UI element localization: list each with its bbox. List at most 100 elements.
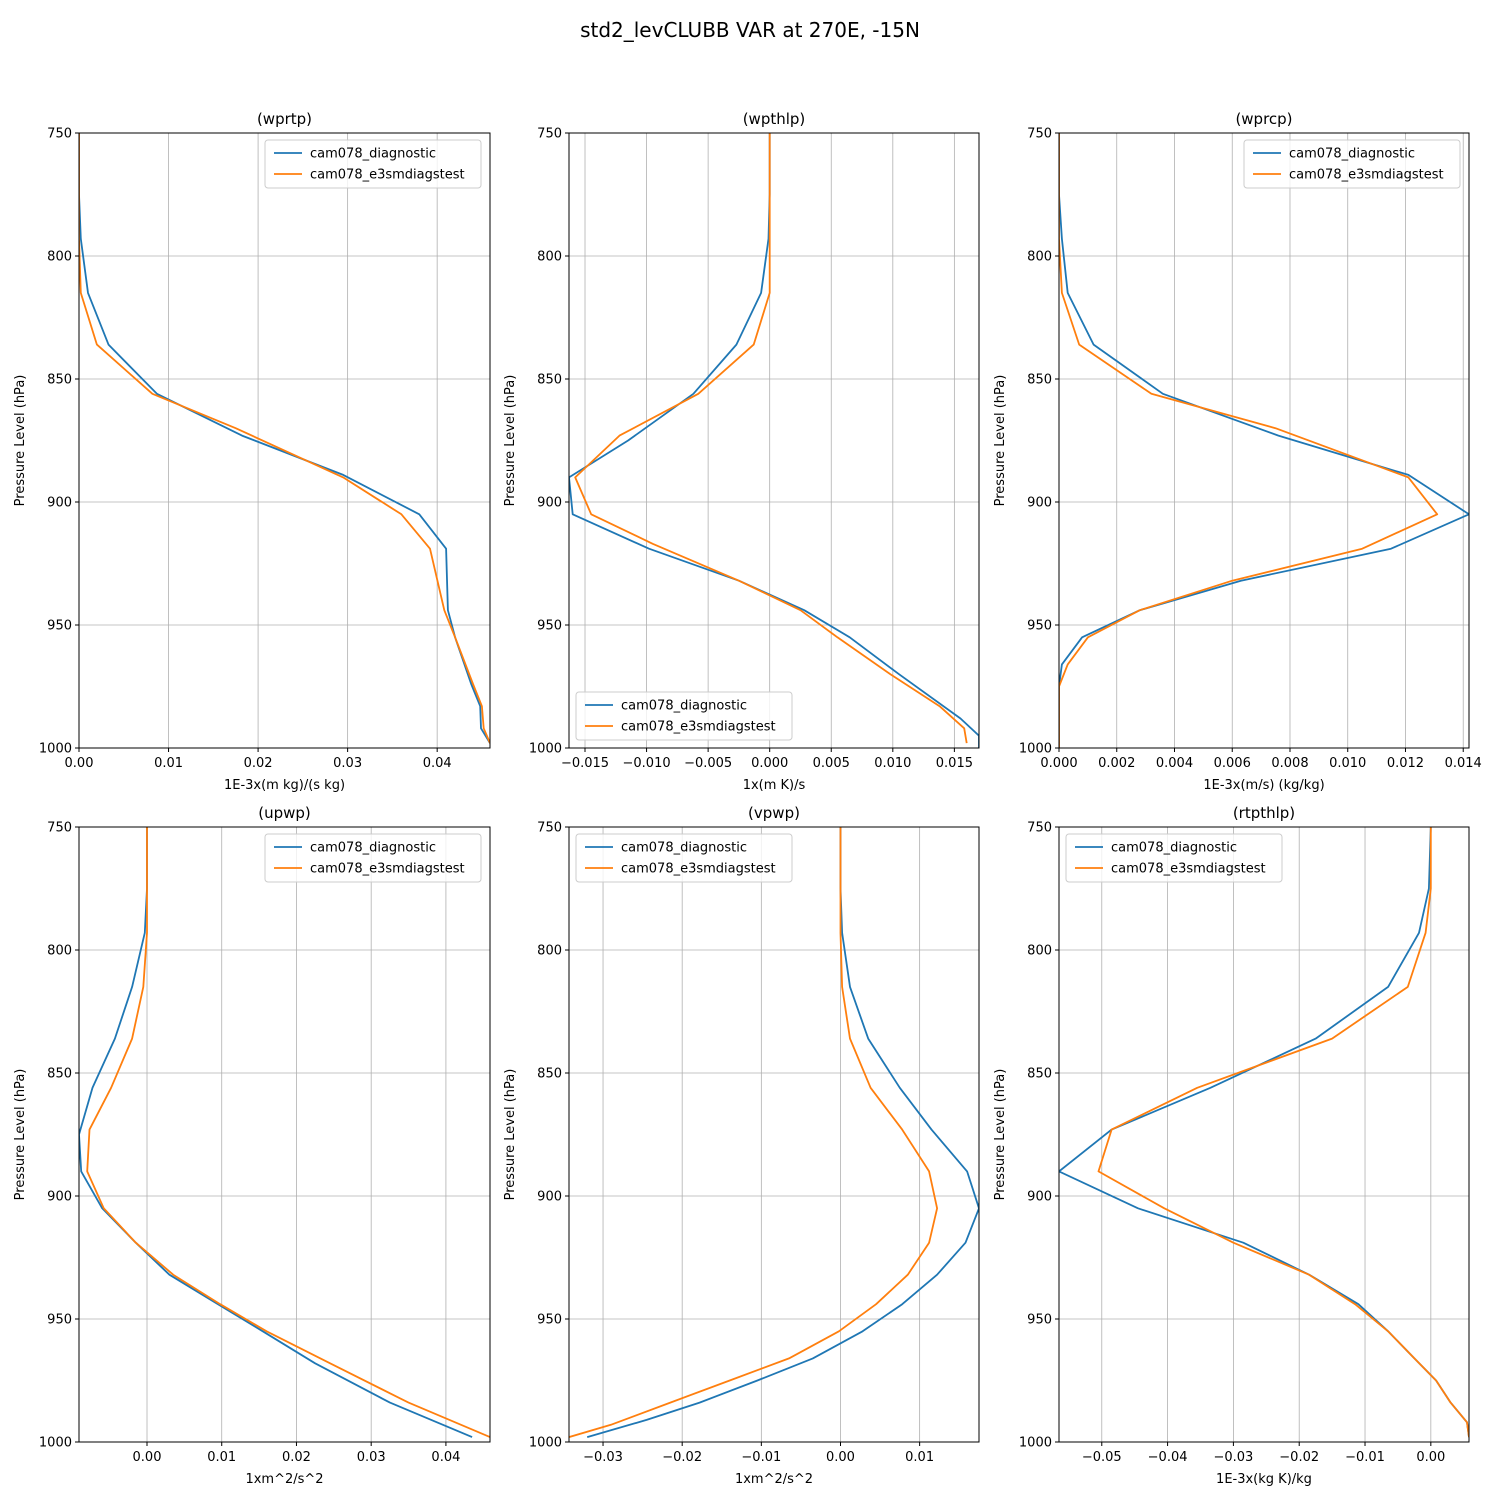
axes-frame [568, 132, 980, 749]
legend-box [1243, 139, 1461, 189]
legend-entry: cam078_e3smdiagstest [310, 862, 465, 877]
x-tick-label: −0.01 [741, 1450, 781, 1465]
series-line-diagnostic [569, 133, 979, 748]
y-tick-label: 1000 [529, 742, 562, 757]
x-tick-label: −0.015 [561, 756, 609, 771]
panel-title: (vpwp) [748, 804, 800, 822]
x-tick-label: 0.03 [333, 756, 362, 771]
series-line-diagnostic [79, 827, 473, 1438]
legend: cam078_diagnostic cam078_e3smdiagstest [575, 691, 793, 741]
panel-title: (wpthlp) [743, 110, 806, 128]
x-tick-label: 0.01 [207, 1450, 236, 1465]
x-tick-label: 0.00 [65, 756, 94, 771]
y-tick-label: 750 [537, 127, 562, 142]
y-tick-label: 950 [47, 1313, 72, 1328]
x-tick-label: 0.03 [357, 1450, 386, 1465]
legend-entry: cam078_e3smdiagstest [1289, 168, 1444, 183]
series-line-e3smdiagstest [569, 827, 938, 1438]
y-axis-label: Pressure Level (hPa) [503, 1069, 518, 1201]
x-tick-label: −0.010 [623, 756, 671, 771]
y-tick-label: 1000 [529, 1436, 562, 1451]
legend-entry: cam078_diagnostic [1111, 841, 1237, 856]
axes-frame [78, 826, 491, 1443]
y-tick-label: 950 [537, 1313, 562, 1328]
y-tick-label: 800 [537, 944, 562, 959]
series-line-e3smdiagstest [79, 133, 490, 744]
x-tick-label: 0.00 [1416, 1450, 1445, 1465]
y-tick-label: 950 [1027, 619, 1052, 634]
x-tick-label: −0.02 [662, 1450, 702, 1465]
y-tick-label: 750 [537, 821, 562, 836]
x-axis-label: 1x(m K)/s [743, 778, 806, 793]
y-axis-label: Pressure Level (hPa) [13, 1069, 28, 1201]
x-tick-label: −0.05 [1082, 1450, 1122, 1465]
legend: cam078_diagnostic cam078_e3smdiagstest [264, 139, 482, 189]
y-tick-label: 850 [537, 1067, 562, 1082]
x-tick-label: −0.01 [1345, 1450, 1385, 1465]
legend-entry: cam078_e3smdiagstest [310, 168, 465, 183]
y-tick-label: 1000 [39, 1436, 72, 1451]
x-tick-label: 0.002 [1098, 756, 1135, 771]
y-axis-label: Pressure Level (hPa) [993, 1069, 1008, 1201]
x-tick-label: 0.015 [936, 756, 973, 771]
panel-0: 0.00 0.01 0.02 0.03 0.04 750 800 850 900 950 1000 (… [13, 110, 491, 793]
y-tick-label: 800 [1027, 944, 1052, 959]
x-tick-label: 0.000 [1040, 756, 1077, 771]
panel-1: −0.015 −0.010 −0.005 0.000 0.005 0.010 0.015 75… [503, 110, 980, 793]
panel-title: (upwp) [258, 804, 311, 822]
series-line-diagnostic [1059, 133, 1469, 748]
x-tick-label: −0.04 [1148, 1450, 1188, 1465]
y-tick-label: 1000 [1019, 742, 1052, 757]
panels: 0.00 0.01 0.02 0.03 0.04 750 800 850 900 950 1000 (… [13, 110, 1482, 1487]
axes-frame [78, 132, 491, 749]
x-axis-label: 1xm^2/s^2 [735, 1472, 813, 1487]
panel-5: −0.05 −0.04 −0.03 −0.02 −0.01 0.00 750 800 850 90… [993, 804, 1470, 1487]
x-tick-label: 0.04 [423, 756, 452, 771]
axes-frame [568, 826, 980, 1443]
x-tick-label: −0.03 [583, 1450, 623, 1465]
y-tick-label: 950 [537, 619, 562, 634]
legend: cam078_diagnostic cam078_e3smdiagstest [1065, 833, 1283, 883]
y-tick-label: 750 [47, 821, 72, 836]
panel-3: 0.00 0.01 0.02 0.03 0.04 750 800 850 900 950 1000 (… [13, 804, 491, 1487]
legend-box [1065, 833, 1283, 883]
x-tick-label: −0.005 [684, 756, 732, 771]
x-tick-label: −0.03 [1213, 1450, 1253, 1465]
series-line-diagnostic [1059, 827, 1469, 1438]
y-tick-label: 800 [47, 944, 72, 959]
x-tick-label: 0.008 [1271, 756, 1308, 771]
x-tick-label: 0.012 [1387, 756, 1424, 771]
y-tick-label: 900 [47, 496, 72, 511]
legend: cam078_diagnostic cam078_e3smdiagstest [575, 833, 793, 883]
y-tick-label: 900 [537, 1190, 562, 1205]
x-tick-label: −0.02 [1279, 1450, 1319, 1465]
y-tick-label: 850 [47, 373, 72, 388]
y-tick-label: 850 [1027, 1067, 1052, 1082]
y-tick-label: 1000 [1019, 1436, 1052, 1451]
x-tick-label: 0.014 [1445, 756, 1482, 771]
x-axis-label: 1E-3x(m kg)/(s kg) [224, 778, 345, 793]
y-tick-label: 750 [47, 127, 72, 142]
axes-frame [1058, 132, 1470, 749]
panel-title: (rtpthlp) [1233, 804, 1295, 822]
y-tick-label: 900 [47, 1190, 72, 1205]
y-tick-label: 1000 [39, 742, 72, 757]
series-line-e3smdiagstest [1097, 827, 1469, 1438]
legend: cam078_diagnostic cam078_e3smdiagstest [1243, 139, 1461, 189]
x-tick-label: 0.010 [1329, 756, 1366, 771]
x-tick-label: 0.01 [154, 756, 183, 771]
y-tick-label: 950 [47, 619, 72, 634]
x-tick-label: 0.005 [813, 756, 850, 771]
x-axis-label: 1E-3x(kg K)/kg [1216, 1472, 1312, 1487]
panel-2: 0.000 0.002 0.004 0.006 0.008 0.010 0.012 0.014… [993, 110, 1482, 793]
x-axis-label: 1xm^2/s^2 [245, 1472, 323, 1487]
legend-entry: cam078_e3smdiagstest [1111, 862, 1266, 877]
x-tick-label: 0.00 [133, 1450, 162, 1465]
x-axis-label: 1E-3x(m/s) (kg/kg) [1203, 778, 1324, 793]
legend-box [575, 691, 793, 741]
x-tick-label: 0.02 [244, 756, 273, 771]
legend-box [264, 139, 482, 189]
x-tick-label: 0.00 [826, 1450, 855, 1465]
x-tick-label: 0.04 [431, 1450, 460, 1465]
